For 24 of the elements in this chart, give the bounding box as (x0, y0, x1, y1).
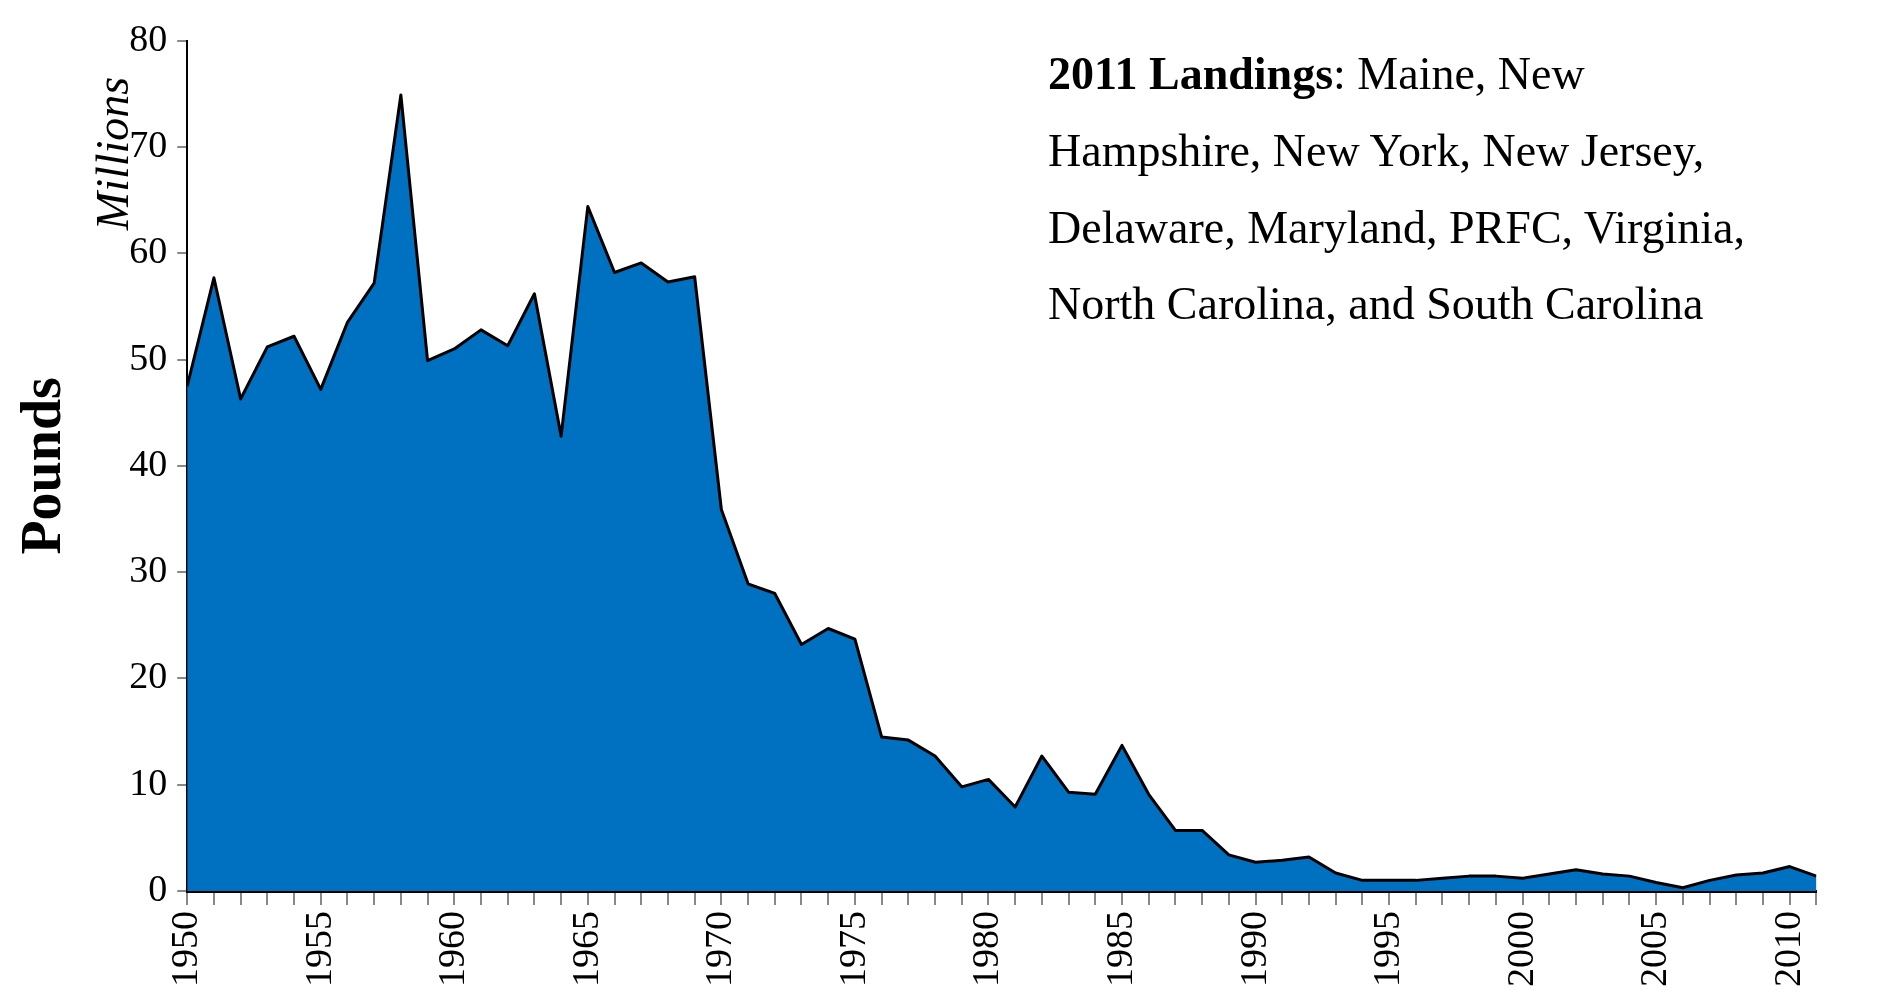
annotation: 2011 Landings: Maine, New Hampshire, New York, New Jersey, Delaware, Maryland, PRFC, Virginia, North Carolina, and South Carolina (1048, 48, 1745, 330)
y-tick-label: 30 (129, 548, 168, 591)
x-tick-label: 2000 (1498, 911, 1541, 987)
x-tick-label: 1980 (964, 911, 1007, 987)
x-tick-label: 2005 (1632, 911, 1675, 987)
y-tick-label: 10 (129, 760, 168, 803)
y-axis-title: Pounds (10, 377, 73, 555)
x-tick-label: 1995 (1365, 911, 1408, 987)
x-tick-label: 1955 (296, 911, 339, 987)
x-tick-label: 1950 (163, 911, 206, 987)
x-tick-label: 1960 (430, 911, 473, 987)
y-tick-label: 80 (129, 16, 168, 59)
y-tick-label: 20 (129, 654, 168, 697)
y-tick-label: 70 (129, 123, 168, 166)
y-tick-label: 0 (148, 866, 168, 909)
y-tick-label: 60 (129, 229, 168, 272)
x-tick-label: 2010 (1765, 911, 1808, 987)
x-tick-label: 1970 (697, 911, 740, 987)
y-tick-label: 50 (129, 335, 168, 378)
x-tick-label: 1985 (1097, 911, 1140, 987)
y-tick-label: 40 (129, 441, 168, 484)
x-tick-label: 1990 (1231, 911, 1274, 987)
x-tick-label: 1965 (563, 911, 606, 987)
x-tick-label: 1975 (830, 911, 873, 987)
